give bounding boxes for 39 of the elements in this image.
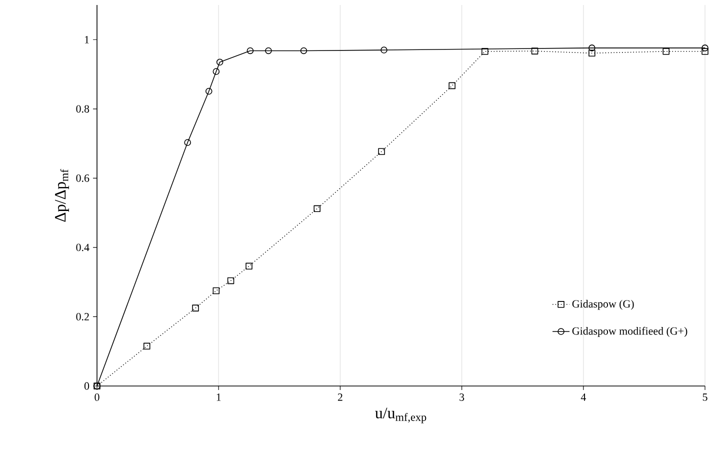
point <box>378 148 385 155</box>
point <box>300 47 308 54</box>
x-tick-label: 2 <box>338 394 342 401</box>
x-tick-label: 1 <box>216 394 221 401</box>
point <box>588 44 596 52</box>
point <box>212 68 220 75</box>
y-tick-label: 0.8 <box>76 105 90 113</box>
point <box>216 58 224 66</box>
x-tick-label: 0 <box>94 394 100 401</box>
point <box>380 46 388 54</box>
point <box>662 48 670 55</box>
point <box>265 47 272 54</box>
point <box>246 47 254 54</box>
y-tick-label: 1 <box>84 36 89 44</box>
point <box>448 82 456 90</box>
point <box>531 48 538 54</box>
point <box>702 44 708 52</box>
x-tick-label: 3 <box>460 394 464 401</box>
y-tick-label: 0.4 <box>76 244 90 252</box>
point <box>702 48 708 55</box>
point <box>588 50 596 57</box>
legend-label: Gidaspow (G) <box>572 300 634 310</box>
point <box>184 139 191 146</box>
point <box>246 262 252 270</box>
y-axis-title: Δp/Δp$_{mf}$ <box>55 169 69 222</box>
x-tick-label: 4 <box>580 394 586 401</box>
y-tick-label: 0.2 <box>76 313 89 320</box>
point <box>205 88 212 95</box>
x-axis-title: u/u$_{mf,exp}$ <box>375 408 426 424</box>
y-tick-label: 0.6 <box>76 174 90 182</box>
y-tick-label: 0 <box>84 382 90 390</box>
point <box>143 342 150 350</box>
legend-label: Gidaspow modifieed (G+) <box>572 326 688 337</box>
point <box>227 277 234 284</box>
point <box>314 205 320 212</box>
point <box>212 287 220 294</box>
point <box>192 304 199 312</box>
x-tick-label: 5 <box>702 394 708 401</box>
point <box>482 48 488 55</box>
